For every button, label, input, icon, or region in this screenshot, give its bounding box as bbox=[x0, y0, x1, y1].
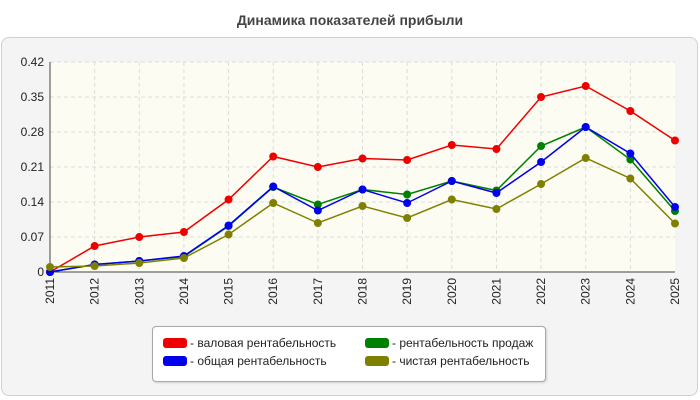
data-point bbox=[90, 242, 99, 250]
data-point bbox=[90, 262, 99, 270]
data-point bbox=[492, 205, 501, 213]
x-tick-label: 2025 bbox=[668, 278, 682, 305]
data-point bbox=[313, 163, 322, 171]
legend-item: - валовая рентабельность bbox=[163, 335, 336, 351]
data-point bbox=[358, 202, 367, 210]
x-tick-label: 2011 bbox=[43, 278, 57, 304]
data-point bbox=[537, 180, 546, 188]
data-point bbox=[447, 177, 456, 185]
chart-legend: - валовая рентабельность - рентабельность… bbox=[152, 326, 546, 382]
y-tick-label: 0.14 bbox=[21, 195, 45, 209]
data-point bbox=[403, 199, 412, 207]
x-tick-label: 2023 bbox=[579, 278, 593, 305]
legend-swatch bbox=[365, 356, 389, 366]
data-point bbox=[403, 214, 412, 222]
legend-label: - рентабельность продаж bbox=[392, 336, 534, 350]
data-point bbox=[224, 230, 233, 239]
data-point bbox=[135, 259, 144, 267]
data-point bbox=[626, 174, 635, 183]
legend-item: - общая рентабельность bbox=[163, 353, 327, 369]
data-point bbox=[671, 203, 679, 211]
x-tick-label: 2018 bbox=[356, 278, 370, 305]
data-point bbox=[537, 93, 546, 101]
data-point bbox=[313, 206, 322, 215]
x-tick-label: 2020 bbox=[445, 278, 459, 305]
x-tick-label: 2013 bbox=[132, 278, 146, 305]
data-point bbox=[671, 219, 679, 228]
data-point bbox=[492, 145, 501, 153]
x-tick-label: 2015 bbox=[222, 278, 236, 305]
data-point bbox=[269, 152, 278, 161]
legend-label: - валовая рентабельность bbox=[190, 336, 337, 350]
y-tick-label: 0.42 bbox=[21, 55, 45, 69]
y-tick-label: 0.35 bbox=[21, 90, 45, 104]
data-point bbox=[447, 195, 456, 204]
data-point bbox=[581, 82, 590, 90]
x-tick-label: 2012 bbox=[88, 278, 102, 305]
legend-item: - рентабельность продаж bbox=[365, 335, 533, 351]
data-point bbox=[313, 219, 322, 227]
legend-swatch bbox=[365, 338, 389, 348]
data-point bbox=[626, 149, 635, 158]
data-point bbox=[492, 189, 501, 197]
data-point bbox=[537, 142, 546, 150]
legend-label: - чистая рентабельность bbox=[392, 354, 530, 368]
legend-item: - чистая рентабельность bbox=[365, 353, 529, 369]
data-point bbox=[179, 254, 188, 262]
data-point bbox=[671, 136, 679, 145]
legend-swatch bbox=[163, 338, 187, 348]
x-tick-label: 2017 bbox=[311, 278, 325, 305]
data-point bbox=[358, 185, 367, 194]
y-tick-label: 0.21 bbox=[21, 160, 45, 174]
data-point bbox=[581, 154, 590, 162]
x-tick-label: 2024 bbox=[623, 278, 637, 305]
data-point bbox=[179, 228, 188, 236]
x-tick-label: 2016 bbox=[266, 278, 280, 305]
data-point bbox=[224, 195, 233, 204]
x-tick-label: 2014 bbox=[177, 278, 191, 305]
y-tick-label: 0.07 bbox=[21, 230, 45, 244]
x-tick-label: 2021 bbox=[489, 278, 503, 305]
data-point bbox=[403, 156, 412, 164]
legend-label: - общая рентабельность bbox=[190, 354, 327, 368]
data-point bbox=[626, 107, 635, 115]
data-point bbox=[358, 154, 367, 163]
data-point bbox=[537, 158, 546, 166]
legend-swatch bbox=[163, 356, 187, 366]
data-point bbox=[135, 233, 144, 241]
x-tick-label: 2022 bbox=[534, 278, 548, 305]
x-tick-label: 2019 bbox=[400, 278, 414, 305]
data-point bbox=[269, 199, 278, 207]
data-point bbox=[447, 141, 456, 149]
data-point bbox=[224, 221, 233, 230]
data-point bbox=[403, 190, 412, 199]
y-tick-label: 0.28 bbox=[21, 125, 45, 139]
data-point bbox=[46, 263, 54, 271]
data-point bbox=[581, 123, 590, 131]
data-point bbox=[269, 182, 278, 191]
y-tick-label: 0 bbox=[37, 265, 44, 279]
chart-title: Динамика показателей прибыли bbox=[236, 12, 464, 28]
